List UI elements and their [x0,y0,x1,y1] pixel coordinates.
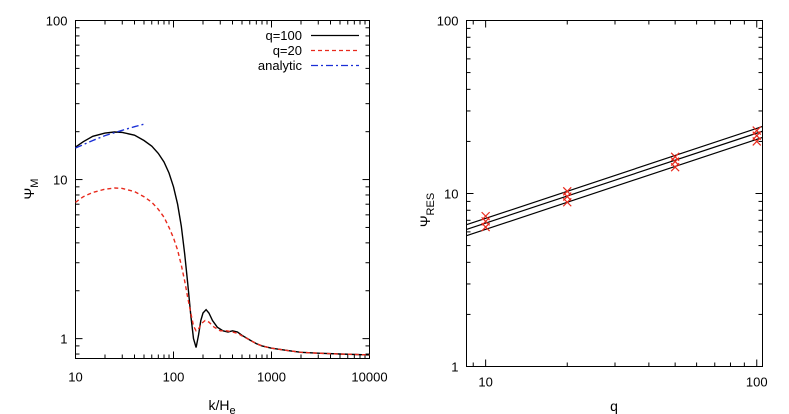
left-tick-labels: 10 100 1000 10000 1 10 100 [46,14,388,385]
series-line-q20 [75,187,370,356]
left-chart: 10 100 1000 10000 1 10 100 k/He ΨM q=100 q=20 … [21,14,388,414]
left-series-group [75,123,370,356]
right-x-axis-label: q [610,398,618,414]
right-points-group [481,126,762,232]
fit-line [466,136,763,237]
legend-label-analytic: analytic [258,58,303,73]
fit-line [466,125,763,226]
left-y-axis-label: ΨM [21,179,41,200]
right-y-axis-label: ΨRES [417,193,437,227]
x-tick-label: 10 [478,375,492,390]
y-tick-label: 1 [451,360,458,375]
y-tick-label: 1 [60,332,67,347]
right-tick-labels: 10 100 1 10 100 [437,14,768,390]
series-line-analytic [75,123,145,149]
right-chart: 10 100 1 10 100 q ΨRES [417,14,768,414]
data-point-marker [481,211,491,221]
data-point-marker [752,126,762,136]
x-tick-label: 100 [746,375,768,390]
y-tick-label: 10 [444,187,458,202]
legend-label-q20: q=20 [273,43,302,58]
left-ticks [75,20,370,359]
data-point-marker [670,152,680,162]
left-x-axis-label: k/He [208,397,235,414]
x-tick-label: 10000 [351,370,387,385]
series-line-q100 [75,131,370,356]
y-tick-label: 100 [437,14,459,29]
x-tick-label: 1000 [257,370,286,385]
right-ticks [466,20,763,367]
x-tick-label: 10 [68,370,82,385]
data-point-marker [562,186,572,196]
right-fit-lines [466,125,763,237]
fit-line [466,130,763,230]
right-plot-frame [466,20,763,367]
legend-label-q100: q=100 [265,28,302,43]
left-plot-frame [75,20,370,359]
y-tick-label: 10 [53,173,67,188]
y-tick-label: 100 [46,14,68,29]
legend: q=100 q=20 analytic [258,28,359,73]
x-tick-label: 100 [163,370,185,385]
